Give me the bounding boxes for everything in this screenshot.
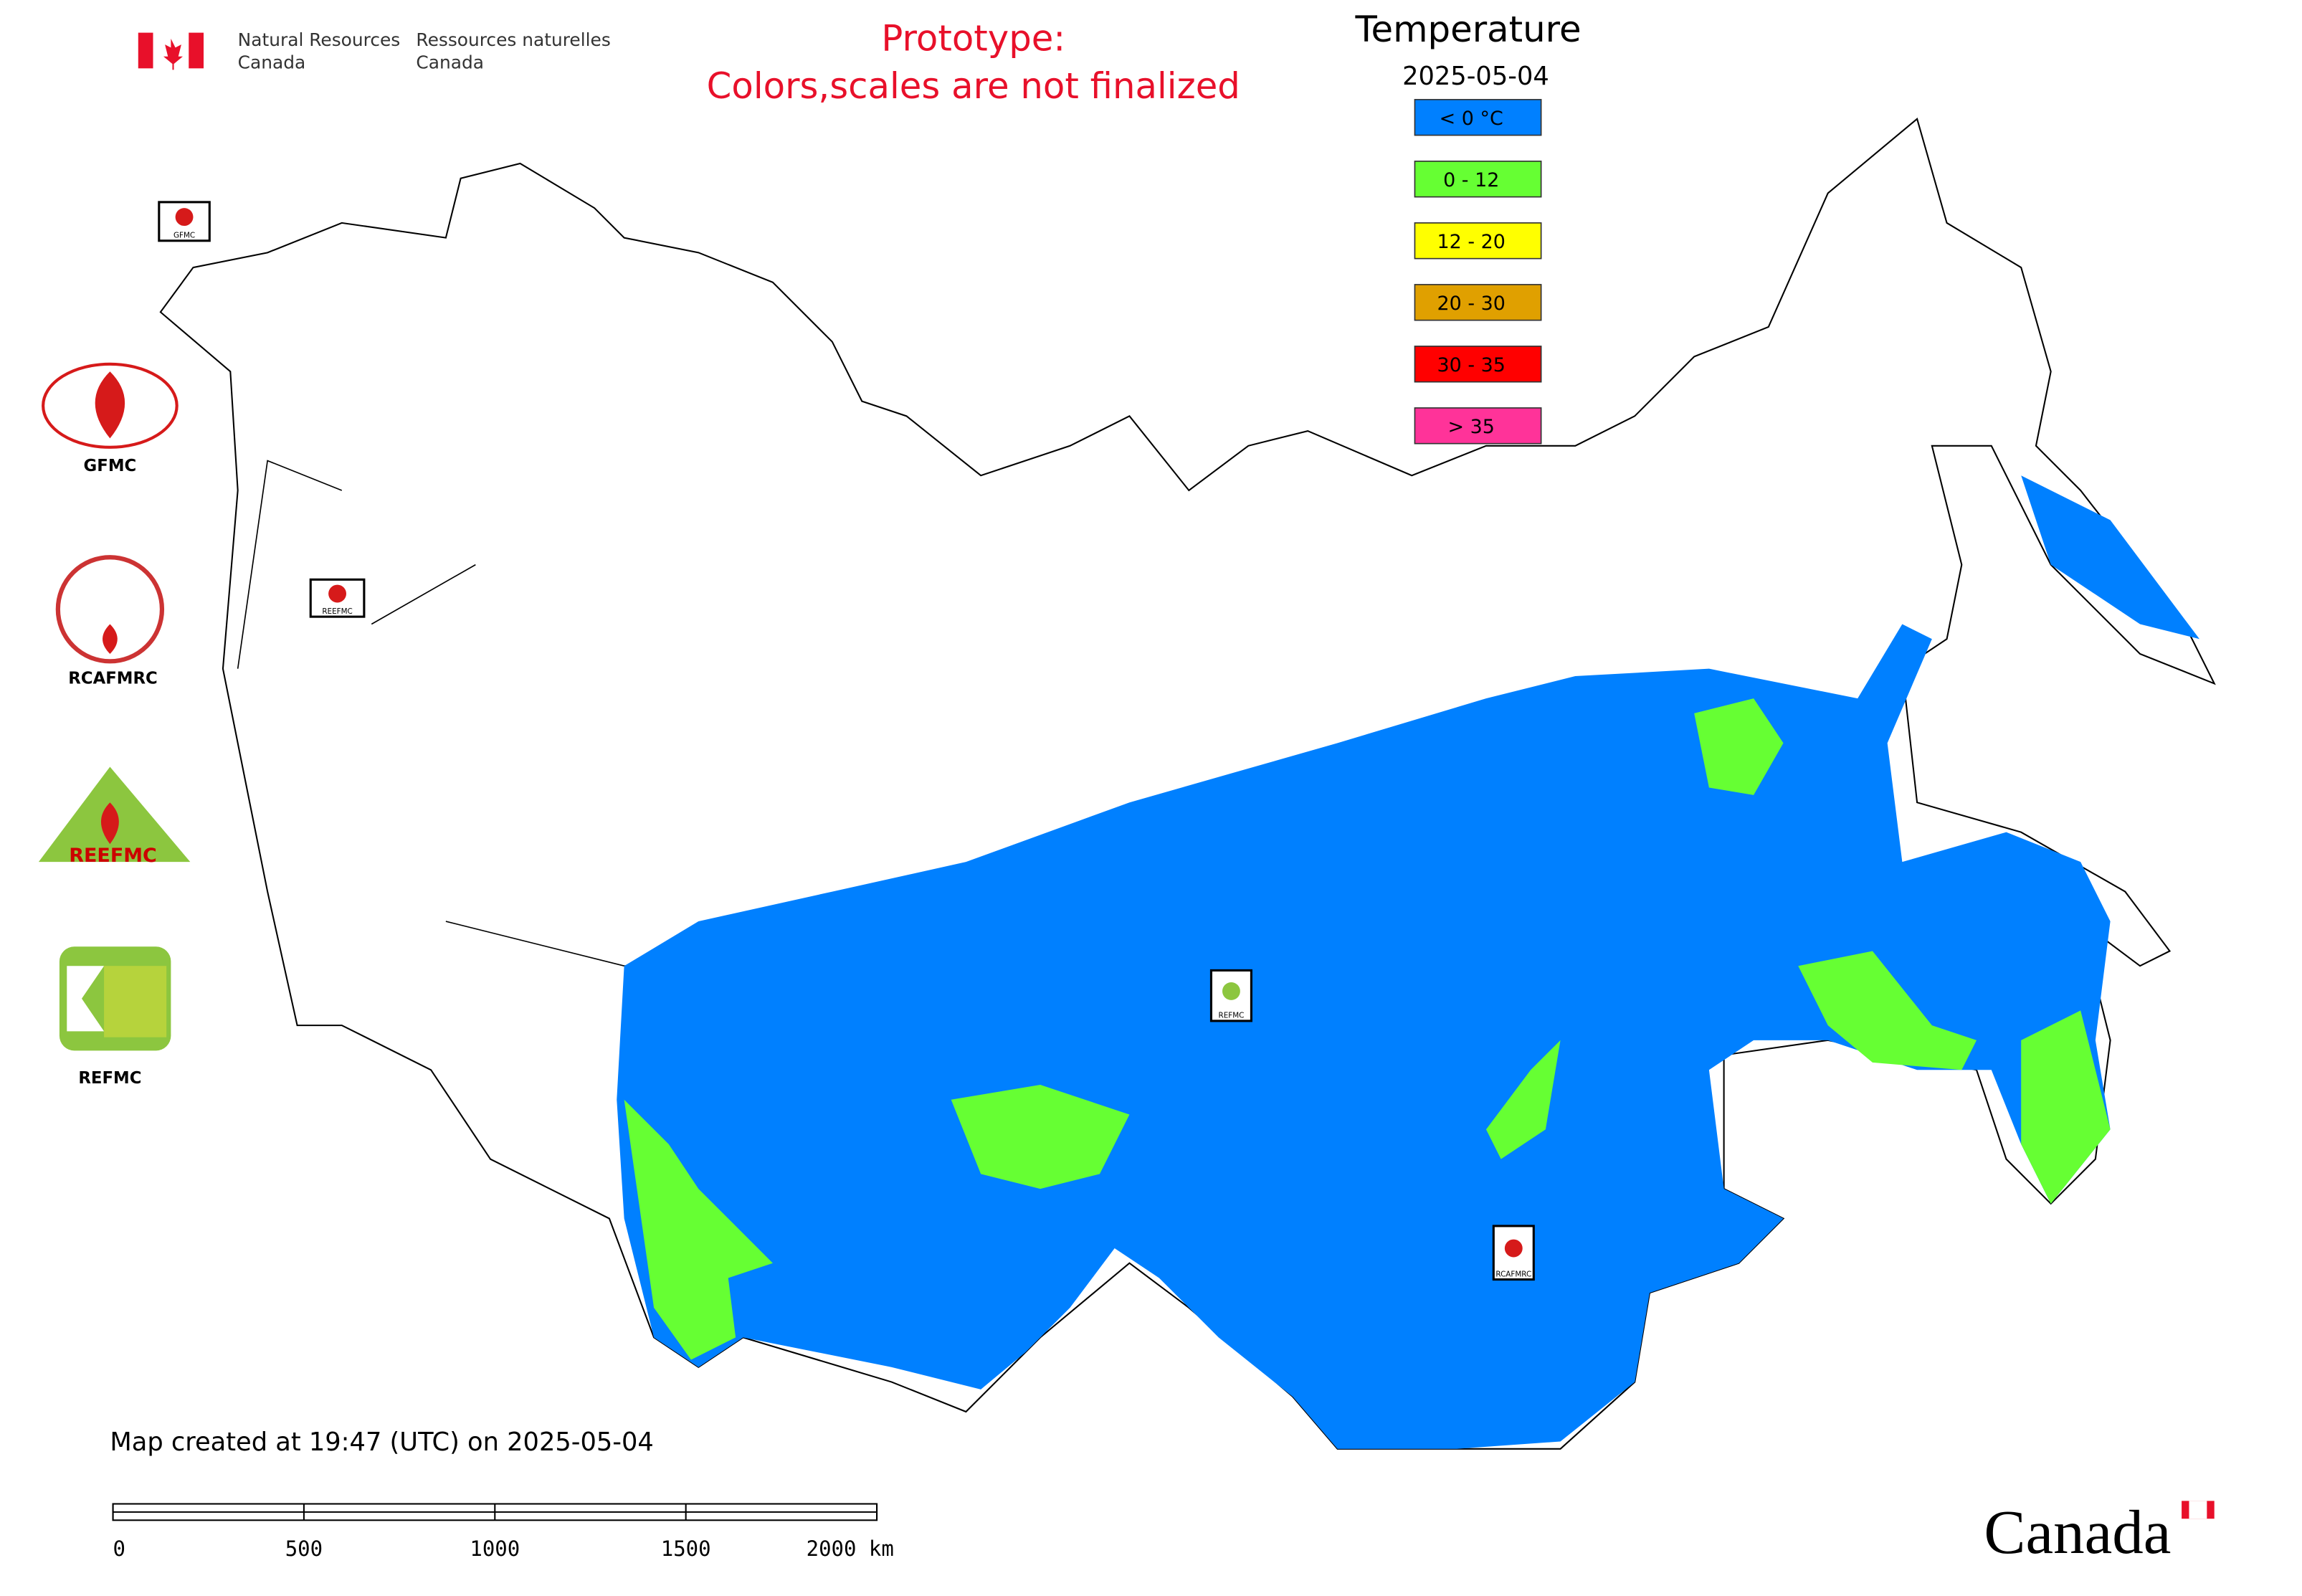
- header-text: Canada: [238, 52, 306, 72]
- temperature-area: [617, 475, 2199, 1449]
- marker-icon: [328, 584, 346, 603]
- marker-label: REFMC: [1219, 1012, 1245, 1020]
- canada-wordmark: Canada: [1984, 1497, 2215, 1567]
- scale-label: 500: [285, 1536, 323, 1561]
- wordmark: Canada: [1984, 1497, 2171, 1567]
- nrcan-signature: Natural Resources Canada Ressources natu…: [138, 29, 611, 72]
- marker-label: RCAFMRC: [1495, 1270, 1531, 1278]
- legend-swatch: [1414, 222, 1542, 260]
- legend-date: 2025-05-04: [1402, 62, 1549, 91]
- header-text: Canada: [416, 52, 484, 72]
- logo-caption: RCAFMRC: [68, 669, 157, 688]
- legend-label: 30 - 35: [1437, 354, 1506, 376]
- scale-bar: 0 500 1000 1500 2000 km: [112, 1503, 894, 1561]
- marker-label: REEFMC: [322, 607, 352, 616]
- legend-title: Temperature: [1355, 9, 1582, 50]
- legend-label: > 35: [1448, 416, 1495, 438]
- marker-label: GFMC: [173, 232, 195, 240]
- legend-label: 20 - 30: [1437, 293, 1506, 315]
- legend-swatch: [1414, 407, 1542, 445]
- logo-caption: REFMC: [78, 1069, 141, 1088]
- header-text: Natural Resources: [238, 29, 401, 50]
- marker-icon: [1222, 982, 1240, 1000]
- legend-label: 12 - 20: [1437, 231, 1506, 253]
- temperature-area: [624, 698, 2111, 1360]
- legend-swatch: [1414, 284, 1542, 321]
- legend-swatch: [1414, 346, 1542, 383]
- scale-label: 1000: [470, 1536, 520, 1561]
- legend: Temperature 2025-05-04 < 0 °C 0 - 12 12 - …: [1355, 9, 1582, 445]
- created-note: Map created at 19:47 (UTC) on 2025-05-04: [110, 1428, 653, 1457]
- legend-label: < 0 °C: [1440, 108, 1503, 130]
- header-text: Ressources naturelles: [416, 29, 610, 50]
- notice: Prototype:: [881, 17, 1065, 59]
- scale-label: 2000 km: [807, 1536, 894, 1561]
- logo-caption: REEFMC: [69, 845, 157, 867]
- scale-label: 0: [113, 1536, 125, 1561]
- marker-icon: [175, 208, 194, 227]
- map-marker: [309, 578, 366, 618]
- notice: Colors,scales are not finalized: [707, 65, 1240, 107]
- legend-label: 0 - 12: [1443, 169, 1499, 191]
- legend-swatch: [1414, 99, 1542, 136]
- legend-swatch: [1414, 161, 1542, 198]
- logos: [38, 362, 191, 1051]
- marker-icon: [1504, 1239, 1523, 1258]
- logo-caption: GFMC: [84, 457, 137, 475]
- scale-label: 1500: [661, 1536, 711, 1561]
- map-marker: [1492, 1225, 1535, 1281]
